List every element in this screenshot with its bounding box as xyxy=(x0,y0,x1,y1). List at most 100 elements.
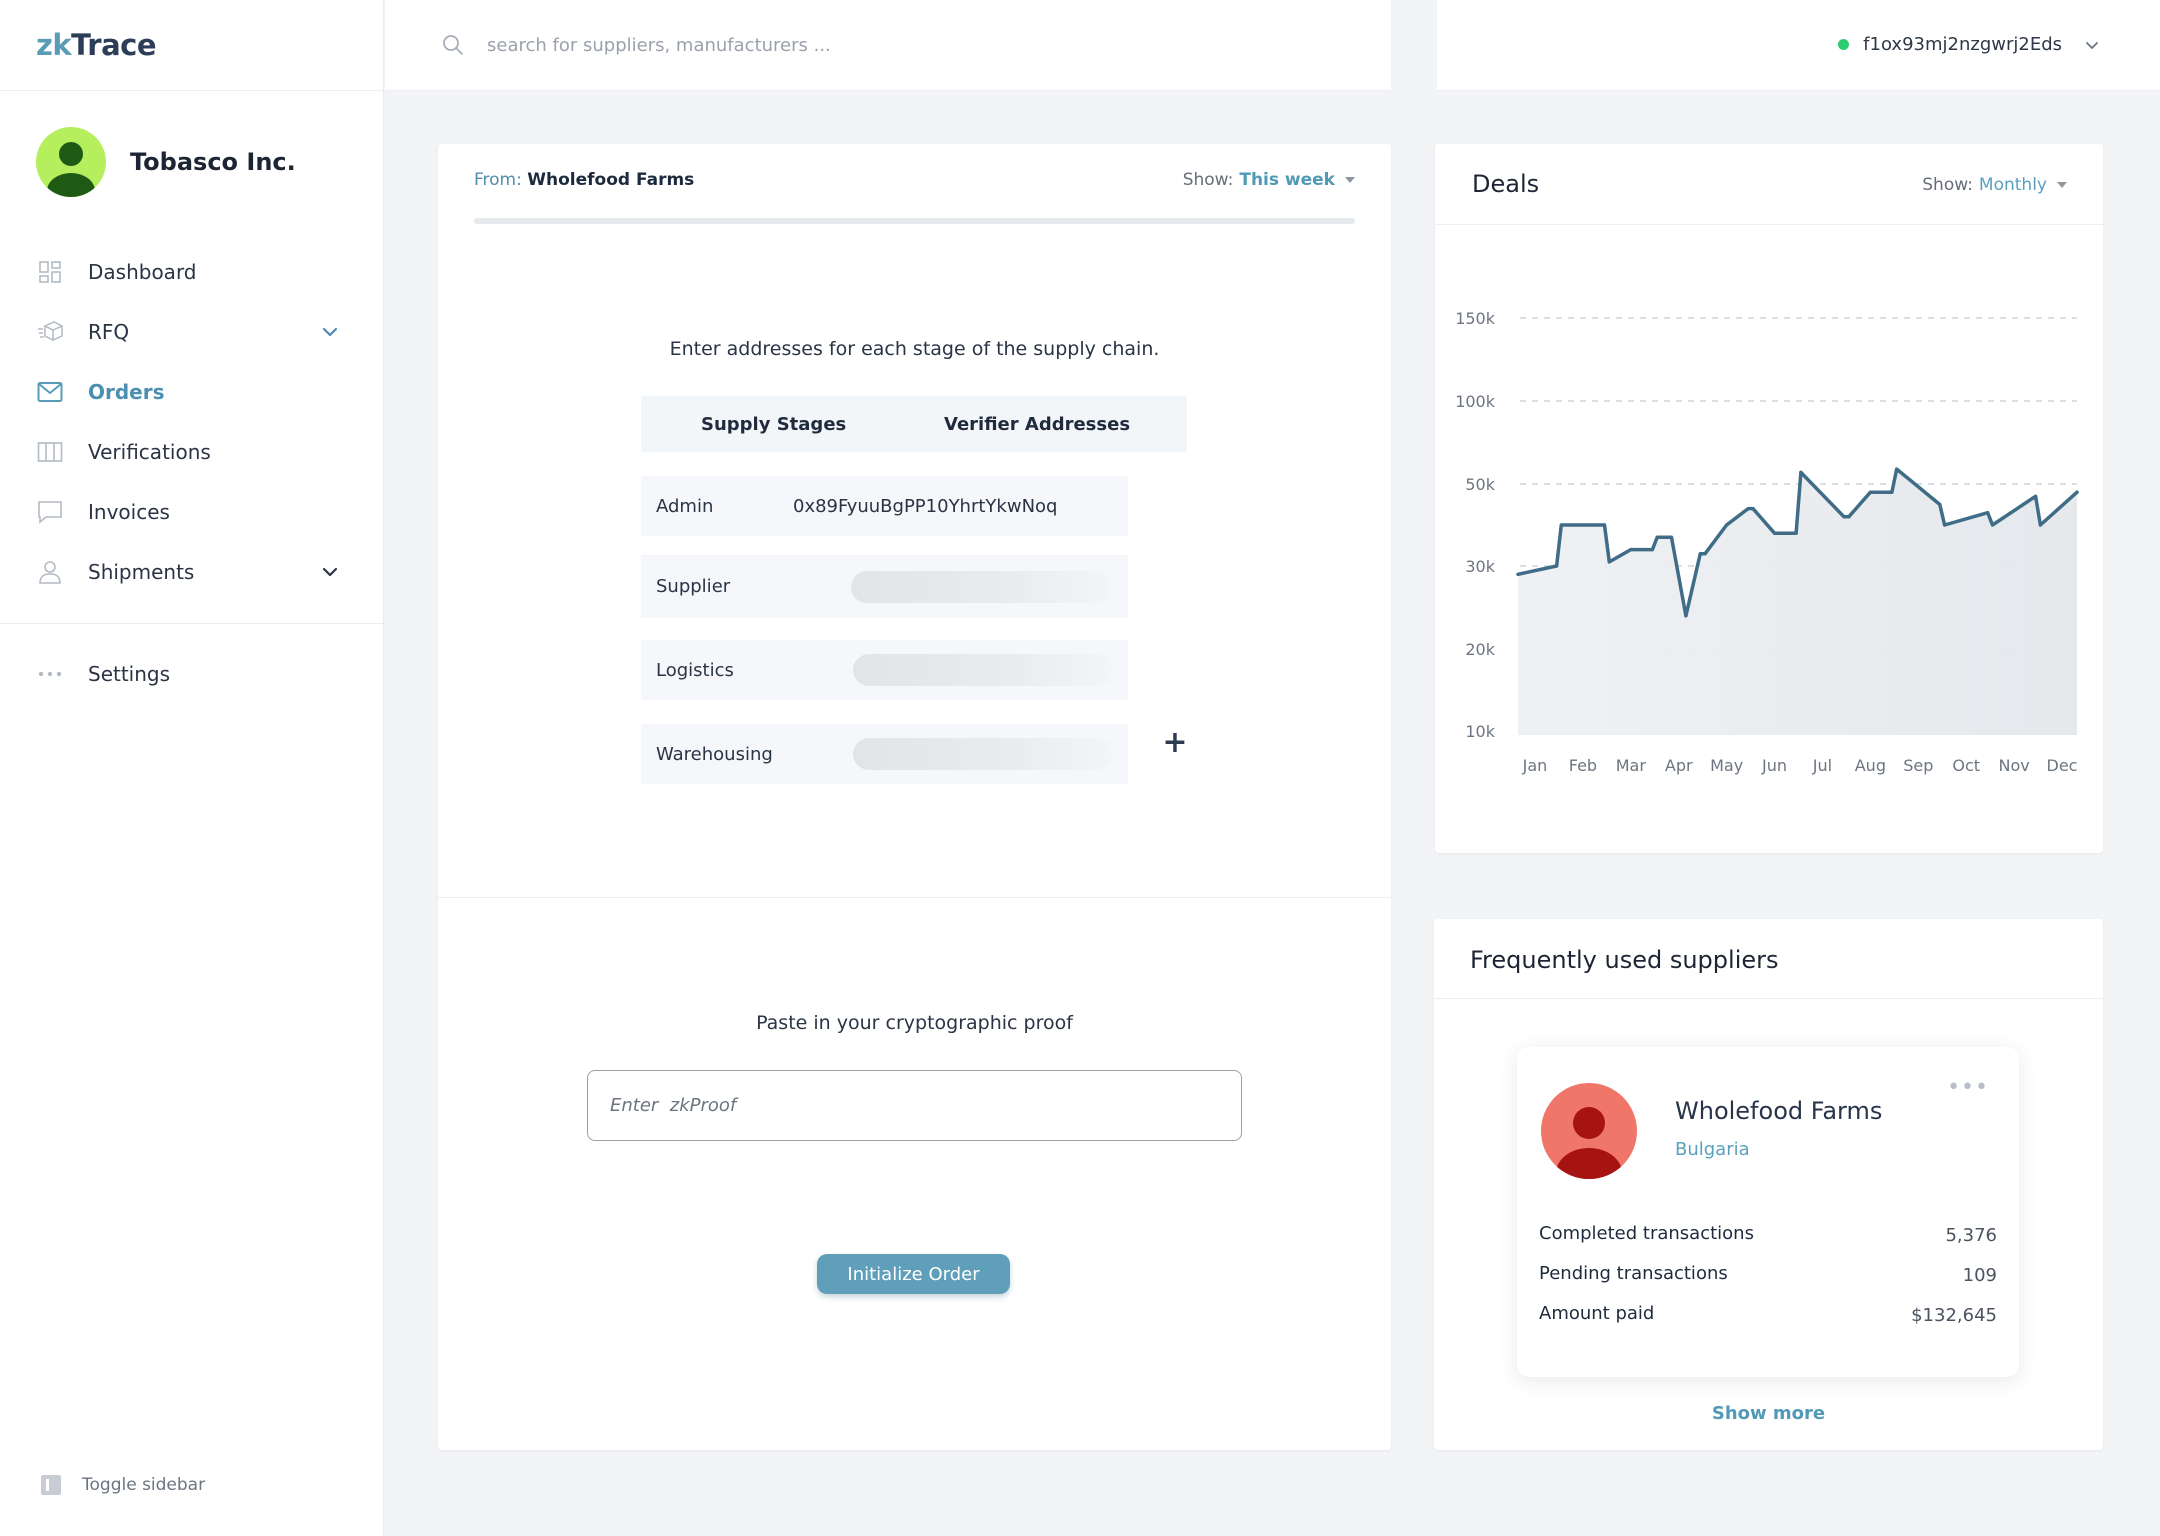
stage-name: Logistics xyxy=(656,659,734,681)
wallet-address: f1ox93mj2nzgwrj2Eds xyxy=(1863,34,2062,55)
dashboard-icon xyxy=(36,258,64,286)
sidebar-item-verifications[interactable]: Verifications xyxy=(0,422,384,482)
stage-row-admin: Admin 0x89FyuuBgPP10YhrtYkwNoq xyxy=(641,476,1128,536)
x-tick-label: Jun xyxy=(1761,756,1787,775)
show-more-link[interactable]: Show more xyxy=(1711,1403,1826,1424)
verifier-address-input[interactable] xyxy=(853,738,1113,770)
supplier-country: Bulgaria xyxy=(1675,1139,1750,1160)
account-bar: f1ox93mj2nzgwrj2Eds xyxy=(1437,0,2160,91)
sidebar-item-shipments[interactable]: Shipments xyxy=(0,542,384,602)
stat-row-amount-paid: Amount paid $132,645 xyxy=(1539,1303,1997,1333)
company-avatar[interactable] xyxy=(36,127,106,197)
data-point xyxy=(1629,548,1633,552)
deals-card: Deals Show: Monthly 150k 100k 50k 30k 20k 10k… xyxy=(1435,144,2103,853)
stat-label: Pending transactions xyxy=(1539,1263,1728,1284)
y-tick-label: 50k xyxy=(1465,475,1495,494)
stage-name: Supplier xyxy=(656,576,731,597)
caret-down-icon xyxy=(1345,177,1355,183)
sidebar-item-label: Invoices xyxy=(88,500,170,524)
sidebar-nav: Dashboard RFQ Orders Verifications In xyxy=(0,242,384,602)
account-selector[interactable]: f1ox93mj2nzgwrj2Eds xyxy=(1838,34,2100,55)
data-point xyxy=(1938,502,1942,507)
mail-icon xyxy=(36,378,64,406)
supplier-card[interactable]: Wholefood Farms Bulgaria ••• Completed t… xyxy=(1517,1047,2019,1377)
deals-title: Deals xyxy=(1472,170,1540,198)
sidebar-item-label: RFQ xyxy=(88,320,130,344)
sidebar-toggle-icon xyxy=(41,1475,61,1495)
x-tick-label: Jan xyxy=(1522,756,1548,775)
stage-row-logistics: Logistics xyxy=(641,640,1128,700)
data-point xyxy=(1890,490,1894,494)
order-header: From: Wholefood Farms Show: This week xyxy=(474,170,1355,200)
search-bar xyxy=(385,0,1391,91)
column-header-stages: Supply Stages xyxy=(701,413,847,435)
y-tick-label: 20k xyxy=(1465,640,1495,659)
supplier-name: Wholefood Farms xyxy=(1675,1097,1883,1125)
sidebar-item-label: Dashboard xyxy=(88,260,197,284)
deals-period-dropdown[interactable]: Show: Monthly xyxy=(1922,175,2067,195)
data-point xyxy=(1607,560,1611,564)
series-area xyxy=(1518,469,2077,735)
search-input[interactable] xyxy=(487,34,1087,56)
stat-label: Amount paid xyxy=(1539,1303,1655,1324)
x-tick-label: Apr xyxy=(1665,756,1693,775)
x-tick-label: Dec xyxy=(2047,756,2078,775)
y-tick-label: 10k xyxy=(1465,722,1495,741)
stat-label: Completed transactions xyxy=(1539,1223,1754,1244)
stat-value: 109 xyxy=(1962,1265,1997,1286)
search-icon xyxy=(443,35,463,55)
box-icon xyxy=(36,318,64,346)
data-point xyxy=(1684,614,1688,618)
stat-row-completed: Completed transactions 5,376 xyxy=(1539,1223,1997,1253)
data-point xyxy=(1725,523,1729,527)
chevron-down-icon xyxy=(2086,41,2098,49)
data-point xyxy=(1772,531,1777,535)
sidebar: zkTrace Tobasco Inc. Dashboard RFQ xyxy=(0,0,384,1536)
chevron-down-icon[interactable] xyxy=(320,562,340,582)
zkproof-input[interactable] xyxy=(587,1070,1242,1141)
data-point xyxy=(2034,494,2038,498)
chat-icon xyxy=(36,498,64,526)
data-point xyxy=(1559,523,1563,527)
data-point xyxy=(1794,531,1798,535)
add-stage-button[interactable]: + xyxy=(1162,725,1188,760)
stage-row-warehousing: Warehousing xyxy=(641,724,1128,784)
sidebar-item-label: Verifications xyxy=(88,440,211,464)
x-tick-label: Aug xyxy=(1855,756,1886,775)
period-filter-dropdown[interactable]: Show: This week xyxy=(1183,170,1355,190)
logo-bar: zkTrace xyxy=(0,0,383,91)
sidebar-item-dashboard[interactable]: Dashboard xyxy=(0,242,384,302)
data-point xyxy=(1555,564,1559,568)
data-point xyxy=(1650,548,1654,552)
data-point xyxy=(1799,470,1803,474)
more-options-icon[interactable]: ••• xyxy=(1947,1075,1989,1100)
sidebar-item-orders[interactable]: Orders xyxy=(0,362,384,422)
data-point xyxy=(1655,535,1659,539)
online-status-dot xyxy=(1838,39,1850,50)
y-tick-label: 30k xyxy=(1465,557,1495,576)
suppliers-header: Frequently used suppliers xyxy=(1434,919,2103,999)
stage-row-supplier: Supplier xyxy=(641,555,1128,618)
data-point xyxy=(2038,523,2042,527)
verifier-address-input[interactable] xyxy=(851,570,1111,603)
data-point xyxy=(1895,467,1899,471)
chevron-down-icon[interactable] xyxy=(320,322,340,342)
data-point xyxy=(1516,572,1520,576)
toggle-sidebar-button[interactable]: Toggle sidebar xyxy=(40,1474,205,1496)
order-from: From: Wholefood Farms xyxy=(474,170,695,190)
initialize-order-button[interactable]: Initialize Order xyxy=(817,1254,1010,1294)
proof-label: Paste in your cryptographic proof xyxy=(756,1012,1073,1034)
verifier-address[interactable]: 0x89FyuuBgPP10YhrtYkwNoq xyxy=(793,495,1058,517)
supplier-avatar xyxy=(1541,1083,1637,1179)
sidebar-item-label: Settings xyxy=(88,662,171,686)
supply-chain-instruction: Enter addresses for each stage of the su… xyxy=(669,338,1160,360)
sidebar-item-invoices[interactable]: Invoices xyxy=(0,482,384,542)
sidebar-item-settings[interactable]: Settings xyxy=(0,644,384,704)
data-point xyxy=(1698,552,1702,556)
settings-section: Settings xyxy=(0,644,384,704)
verifier-address-input[interactable] xyxy=(853,654,1113,686)
stage-name: Warehousing xyxy=(656,743,773,765)
sidebar-item-rfq[interactable]: RFQ xyxy=(0,302,384,362)
app-logo[interactable]: zkTrace xyxy=(36,28,156,62)
sidebar-divider xyxy=(0,623,384,624)
